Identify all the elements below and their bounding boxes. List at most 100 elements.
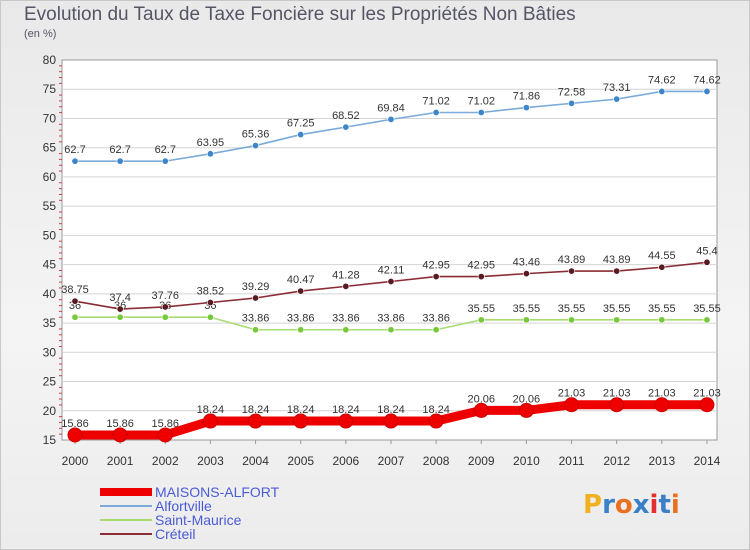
- data-label: 38.52: [197, 285, 225, 297]
- data-label: 65.36: [242, 129, 270, 141]
- data-label: 35.55: [693, 303, 721, 315]
- data-label: 69.84: [377, 102, 405, 114]
- y-tick-label: 65: [43, 141, 57, 155]
- data-point: [518, 402, 534, 418]
- data-point: [116, 313, 124, 321]
- logo-letter: i: [670, 490, 680, 520]
- data-label: 68.52: [332, 110, 360, 122]
- data-point: [568, 267, 576, 275]
- data-label: 40.47: [287, 274, 315, 286]
- data-point: [338, 413, 354, 429]
- data-label: 33.86: [242, 313, 270, 325]
- y-tick-label: 75: [43, 82, 57, 96]
- x-tick-label: 2003: [197, 454, 224, 468]
- data-point: [387, 115, 395, 123]
- data-label: 74.62: [693, 74, 721, 86]
- data-point: [613, 267, 621, 275]
- data-label: 72.58: [558, 86, 586, 98]
- data-point: [71, 313, 79, 321]
- data-point: [699, 397, 715, 413]
- y-tick-label: 20: [43, 404, 57, 418]
- data-point: [71, 297, 79, 305]
- data-point: [387, 326, 395, 334]
- data-point: [477, 273, 485, 281]
- legend-item: Saint-Maurice: [100, 512, 241, 528]
- data-label: 18.24: [332, 404, 360, 416]
- data-point: [613, 316, 621, 324]
- data-label: 21.03: [648, 388, 676, 400]
- data-label: 71.02: [422, 95, 450, 107]
- data-point: [161, 313, 169, 321]
- data-label: 33.86: [332, 313, 360, 325]
- data-point: [161, 157, 169, 165]
- data-point: [432, 108, 440, 116]
- legend-swatch: [100, 533, 152, 535]
- data-label: 74.62: [648, 74, 676, 86]
- data-point: [613, 95, 621, 103]
- data-point: [116, 157, 124, 165]
- data-point: [473, 402, 489, 418]
- data-label: 42.95: [422, 260, 450, 272]
- legend-label: Créteil: [155, 526, 196, 542]
- data-point: [654, 397, 670, 413]
- data-label: 33.86: [377, 313, 405, 325]
- data-label: 44.55: [648, 250, 676, 262]
- logo-letter: x: [632, 490, 650, 520]
- data-point: [157, 427, 173, 443]
- data-label: 42.95: [467, 260, 495, 272]
- data-point: [297, 131, 305, 139]
- x-tick-label: 2002: [152, 454, 179, 468]
- data-label: 15.86: [152, 418, 180, 430]
- data-point: [428, 413, 444, 429]
- logo-letter: P: [583, 490, 603, 520]
- data-label: 15.86: [61, 418, 89, 430]
- series-alfortville: 62.7 62.7 62.7 63.95 65.36 67.25 68.52 69.84 71.…: [64, 74, 721, 165]
- data-label: 43.89: [558, 254, 586, 266]
- data-label: 21.03: [558, 388, 586, 400]
- y-tick-label: 25: [43, 375, 57, 389]
- data-point: [477, 108, 485, 116]
- data-label: 42.11: [378, 265, 405, 277]
- data-point: [161, 303, 169, 311]
- logo-letter: t: [658, 490, 671, 520]
- data-point: [522, 270, 530, 278]
- data-point: [206, 298, 214, 306]
- data-label: 35.55: [603, 303, 631, 315]
- data-label: 62.7: [155, 144, 176, 156]
- data-point: [342, 282, 350, 290]
- data-label: 36: [69, 300, 81, 312]
- data-label: 73.31: [603, 82, 631, 94]
- data-label: 33.86: [287, 313, 315, 325]
- x-tick-label: 2011: [559, 454, 585, 468]
- data-point: [703, 316, 711, 324]
- y-tick-label: 30: [43, 345, 57, 359]
- data-label: 35.55: [648, 303, 676, 315]
- logo-letter: o: [614, 490, 633, 520]
- data-label: 45.4: [696, 245, 717, 257]
- data-point: [202, 413, 218, 429]
- data-point: [293, 413, 309, 429]
- y-tick-label: 35: [43, 316, 57, 330]
- data-point: [658, 87, 666, 95]
- y-tick-label: 40: [43, 287, 57, 301]
- data-point: [116, 305, 124, 313]
- data-point: [703, 258, 711, 266]
- x-tick-label: 2004: [242, 454, 269, 468]
- legend-label: Saint-Maurice: [155, 512, 242, 528]
- data-label: 21.03: [603, 388, 631, 400]
- data-point: [297, 326, 305, 334]
- y-axis-unit: (en %): [24, 28, 57, 40]
- legend-swatch: [100, 519, 152, 521]
- data-label: 38.75: [61, 284, 89, 296]
- y-tick-label: 45: [43, 258, 57, 272]
- data-label: 43.89: [603, 254, 631, 266]
- series-cr-teil: 38.75 37.4 37.76 38.52 39.29 40.47 41.28 42.11 4…: [61, 245, 718, 313]
- data-point: [297, 287, 305, 295]
- data-label: 37.76: [152, 290, 180, 302]
- data-point: [564, 397, 580, 413]
- data-point: [206, 313, 214, 321]
- y-tick-label: 70: [43, 111, 57, 125]
- data-label: 15.86: [106, 418, 134, 430]
- y-tick-label: 60: [43, 170, 57, 184]
- data-label: 62.7: [64, 144, 85, 156]
